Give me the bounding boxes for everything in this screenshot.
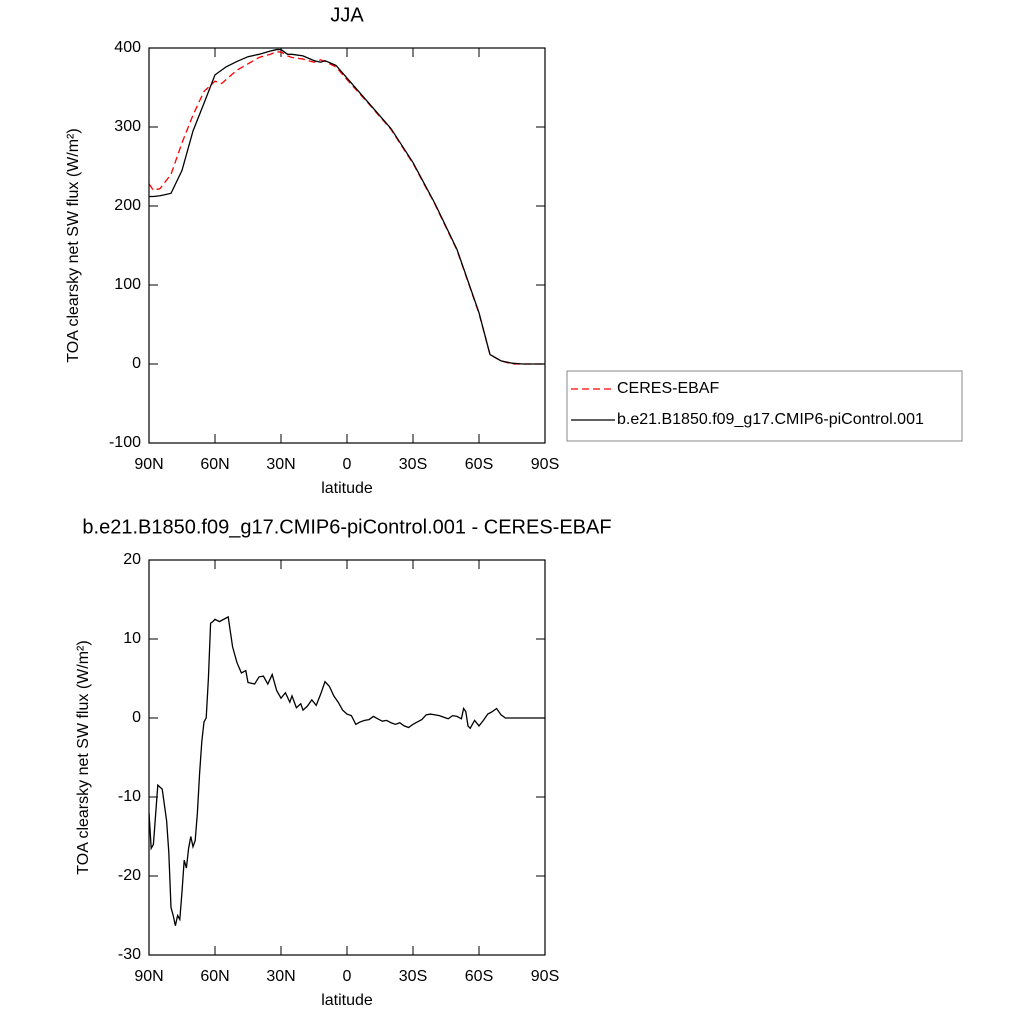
x-tick-label: 90N <box>134 456 163 473</box>
y-tick-label: -30 <box>118 946 141 963</box>
y-tick-label: -20 <box>118 867 141 884</box>
x-tick-label: 60S <box>465 968 493 985</box>
x-tick-label: 0 <box>343 968 352 985</box>
y-tick-label: 20 <box>123 551 141 568</box>
x-axis-label: latitude <box>321 992 373 1009</box>
y-tick-label: 100 <box>114 276 141 293</box>
data-line <box>149 51 545 365</box>
x-tick-label: 30N <box>266 968 295 985</box>
legend-box <box>566 370 963 442</box>
plot-frame <box>148 47 546 444</box>
y-tick-label: 200 <box>114 197 141 214</box>
chart-title: b.e21.B1850.f09_g17.CMIP6-piControl.001 … <box>82 516 611 538</box>
data-line <box>149 48 545 365</box>
x-tick-label: 90N <box>134 968 163 985</box>
y-tick-label: -10 <box>118 788 141 805</box>
x-tick-label: 30N <box>266 456 295 473</box>
y-tick-label: 400 <box>114 39 141 56</box>
y-tick-label: 0 <box>132 355 141 372</box>
legend-label: b.e21.B1850.f09_g17.CMIP6-piControl.001 <box>617 411 924 428</box>
x-tick-label: 30S <box>399 968 427 985</box>
y-tick-label: 10 <box>123 630 141 647</box>
data-line <box>149 615 545 926</box>
x-tick-label: 30S <box>399 456 427 473</box>
x-tick-label: 90S <box>531 456 559 473</box>
x-tick-label: 90S <box>531 968 559 985</box>
plot-frame <box>148 559 546 956</box>
x-tick-label: 0 <box>343 456 352 473</box>
x-tick-label: 60S <box>465 456 493 473</box>
x-tick-label: 60N <box>200 968 229 985</box>
legend-label: CERES-EBAF <box>617 380 719 397</box>
y-tick-label: 0 <box>132 709 141 726</box>
y-tick-label: -100 <box>109 434 141 451</box>
y-axis-label: TOA clearsky net SW flux (W/m²) <box>65 128 82 362</box>
y-axis-label: TOA clearsky net SW flux (W/m²) <box>75 640 92 874</box>
y-tick-label: 300 <box>114 118 141 135</box>
x-tick-label: 60N <box>200 456 229 473</box>
chart-title: JJA <box>330 4 364 26</box>
x-axis-label: latitude <box>321 480 373 497</box>
